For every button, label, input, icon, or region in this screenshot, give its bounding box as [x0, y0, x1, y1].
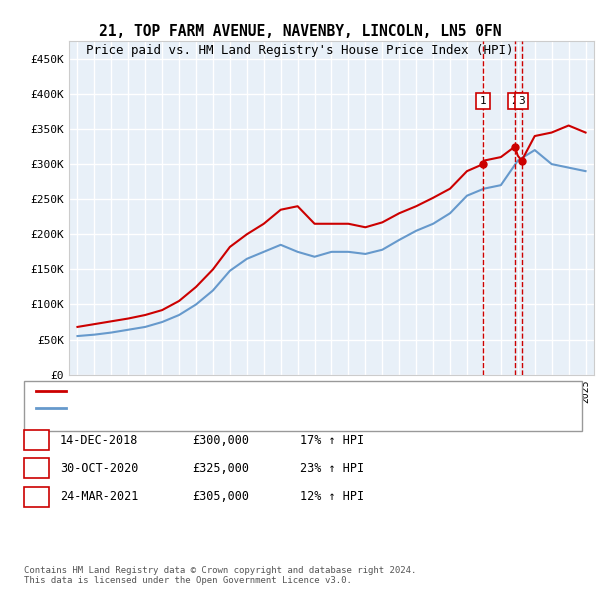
Text: HPI: Average price, detached house, North Kesteven: HPI: Average price, detached house, Nort…: [72, 404, 385, 413]
Text: 21, TOP FARM AVENUE, NAVENBY, LINCOLN, LN5 0FN (detached house): 21, TOP FARM AVENUE, NAVENBY, LINCOLN, L…: [72, 386, 466, 395]
Text: 1: 1: [33, 434, 40, 447]
Text: 24-MAR-2021: 24-MAR-2021: [60, 490, 139, 503]
Text: 1: 1: [479, 96, 487, 106]
Text: 21, TOP FARM AVENUE, NAVENBY, LINCOLN, LN5 0FN: 21, TOP FARM AVENUE, NAVENBY, LINCOLN, L…: [99, 24, 501, 38]
Text: £305,000: £305,000: [192, 490, 249, 503]
Text: Price paid vs. HM Land Registry's House Price Index (HPI): Price paid vs. HM Land Registry's House …: [86, 44, 514, 57]
Text: 12% ↑ HPI: 12% ↑ HPI: [300, 490, 364, 503]
Text: 17% ↑ HPI: 17% ↑ HPI: [300, 434, 364, 447]
Text: 14-DEC-2018: 14-DEC-2018: [60, 434, 139, 447]
Text: 3: 3: [33, 490, 40, 503]
Text: £325,000: £325,000: [192, 462, 249, 475]
Text: Contains HM Land Registry data © Crown copyright and database right 2024.: Contains HM Land Registry data © Crown c…: [24, 566, 416, 575]
Text: 2: 2: [33, 462, 40, 475]
Text: This data is licensed under the Open Government Licence v3.0.: This data is licensed under the Open Gov…: [24, 576, 352, 585]
Text: £300,000: £300,000: [192, 434, 249, 447]
Text: 2: 2: [512, 96, 518, 106]
Text: 3: 3: [518, 96, 525, 106]
Text: 30-OCT-2020: 30-OCT-2020: [60, 462, 139, 475]
Text: 23% ↑ HPI: 23% ↑ HPI: [300, 462, 364, 475]
